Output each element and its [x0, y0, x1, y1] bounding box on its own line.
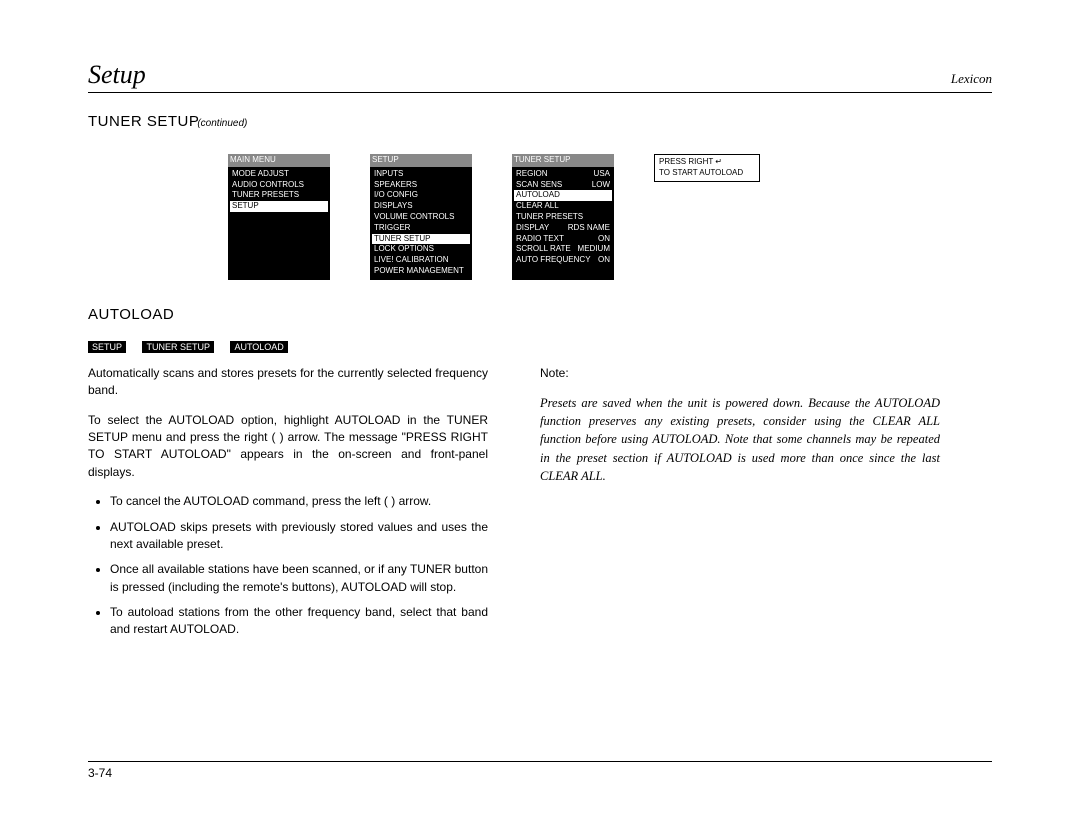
menu-title: TUNER SETUP — [512, 154, 614, 167]
menu-row-label: AUTOLOAD — [516, 190, 560, 201]
menu-row: AUTO FREQUENCY ON — [515, 255, 611, 266]
menu-row-label: CLEAR ALL — [516, 201, 559, 212]
hint-line-1: PRESS RIGHT ↵ — [659, 157, 755, 168]
menu-row-label: LOCK OPTIONS — [374, 244, 434, 255]
menu-row: LOCK OPTIONS — [373, 244, 469, 255]
menu-row-label: VOLUME CONTROLS — [374, 212, 454, 223]
breadcrumb-item: SETUP — [88, 341, 126, 353]
menu-row-label: TUNER PRESETS — [516, 212, 583, 223]
menu-row: SCROLL RATE MEDIUM — [515, 244, 611, 255]
menu-row: DISPLAYS — [373, 201, 469, 212]
menu-row-label: SCROLL RATE — [516, 244, 571, 255]
menu-row: SCAN SENS LOW — [515, 180, 611, 191]
main-menu-screenshot: MAIN MENU MODE ADJUSTAUDIO CONTROLSTUNER … — [228, 154, 330, 280]
menu-row-value: LOW — [592, 180, 610, 191]
menu-row-label: SETUP — [232, 201, 259, 212]
menu-row-label: INPUTS — [374, 169, 403, 180]
menu-row: TUNER PRESETS — [231, 190, 327, 201]
menu-row: I/O CONFIG — [373, 190, 469, 201]
list-item: Once all available stations have been sc… — [110, 561, 488, 596]
menu-row-label: RADIO TEXT — [516, 234, 564, 245]
manual-page: Setup Lexicon TUNER SETUP(continued) MAI… — [0, 0, 1080, 834]
menu-row: DISPLAY RDS NAME — [515, 223, 611, 234]
menu-row-label: DISPLAYS — [374, 201, 413, 212]
menu-row: MODE ADJUST — [231, 169, 327, 180]
list-item: AUTOLOAD skips presets with previously s… — [110, 519, 488, 554]
menu-row: REGION USA — [515, 169, 611, 180]
menu-row: AUTOLOAD — [514, 190, 612, 201]
menu-row-label: SCAN SENS — [516, 180, 562, 191]
menu-title: MAIN MENU — [228, 154, 330, 167]
menu-row-label: DISPLAY — [516, 223, 549, 234]
setup-menu-screenshot: SETUP INPUTSSPEAKERSI/O CONFIGDISPLAYSVOL… — [370, 154, 472, 280]
page-title: Setup — [88, 60, 146, 90]
menu-row: SETUP — [230, 201, 328, 212]
paragraph: Automatically scans and stores presets f… — [88, 365, 488, 400]
breadcrumb-item: TUNER SETUP — [142, 341, 214, 353]
menu-row: TUNER PRESETS — [515, 212, 611, 223]
page-header: Setup Lexicon — [88, 60, 992, 93]
menu-screenshots-row: MAIN MENUMODE ADJUSTAUDIO CONTROLSTUNER … — [228, 154, 992, 280]
bullet-list: To cancel the AUTOLOAD command, press th… — [88, 493, 488, 639]
hint-line-2: TO START AUTOLOAD — [659, 168, 755, 179]
menu-row-value: RDS NAME — [568, 223, 610, 234]
menu-title: SETUP — [370, 154, 472, 167]
menu-row-label: I/O CONFIG — [374, 190, 418, 201]
menu-row: TRIGGER — [373, 223, 469, 234]
menu-row: RADIO TEXT ON — [515, 234, 611, 245]
section-title: AUTOLOAD — [88, 306, 992, 323]
menu-row-label: TUNER SETUP — [374, 234, 430, 245]
menu-row: INPUTS — [373, 169, 469, 180]
menu-row-value: ON — [598, 255, 610, 266]
list-item: To cancel the AUTOLOAD command, press th… — [110, 493, 488, 510]
left-column: Automatically scans and stores presets f… — [88, 365, 488, 647]
brand-name: Lexicon — [951, 71, 992, 87]
note-heading: Note: — [540, 365, 940, 382]
menu-row-label: LIVE! CALIBRATION — [374, 255, 449, 266]
list-item: To autoload stations from the other freq… — [110, 604, 488, 639]
menu-row-value: MEDIUM — [578, 244, 610, 255]
menu-row-label: AUDIO CONTROLS — [232, 180, 304, 191]
tuner-setup-menu-screenshot: TUNER SETUP REGION USA SCAN SENS LOW AUTOLOAD… — [512, 154, 614, 280]
menu-row-label: SPEAKERS — [374, 180, 417, 191]
menu-row-value: ON — [598, 234, 610, 245]
menu-row-label: MODE ADJUST — [232, 169, 289, 180]
menu-row-label: TRIGGER — [374, 223, 410, 234]
subhead-continued: (continued) — [197, 118, 247, 129]
menu-row: VOLUME CONTROLS — [373, 212, 469, 223]
note-body: Presets are saved when the unit is power… — [540, 394, 940, 485]
menu-row-label: REGION — [516, 169, 548, 180]
menu-row-value: USA — [594, 169, 610, 180]
menu-row: POWER MANAGEMENT — [373, 266, 469, 277]
paragraph: To select the AUTOLOAD option, highlight… — [88, 412, 488, 482]
right-column: Note: Presets are saved when the unit is… — [540, 365, 940, 647]
page-footer: 3-74 — [88, 761, 992, 780]
breadcrumb: SETUP TUNER SETUP AUTOLOAD — [88, 337, 992, 355]
menu-row: TUNER SETUP — [372, 234, 470, 245]
subhead-main: TUNER SETUP — [88, 113, 199, 130]
menu-row: SPEAKERS — [373, 180, 469, 191]
menu-row-label: AUTO FREQUENCY — [516, 255, 591, 266]
breadcrumb-item: AUTOLOAD — [230, 341, 287, 353]
menu-row-label: POWER MANAGEMENT — [374, 266, 464, 277]
menu-row: CLEAR ALL — [515, 201, 611, 212]
menu-row-label: TUNER PRESETS — [232, 190, 299, 201]
page-number: 3-74 — [88, 766, 112, 780]
body-columns: Automatically scans and stores presets f… — [88, 365, 992, 647]
menu-row: AUDIO CONTROLS — [231, 180, 327, 191]
menu-row: LIVE! CALIBRATION — [373, 255, 469, 266]
sub-heading: TUNER SETUP(continued) — [88, 113, 992, 130]
hint-box: PRESS RIGHT ↵ TO START AUTOLOAD — [654, 154, 760, 182]
